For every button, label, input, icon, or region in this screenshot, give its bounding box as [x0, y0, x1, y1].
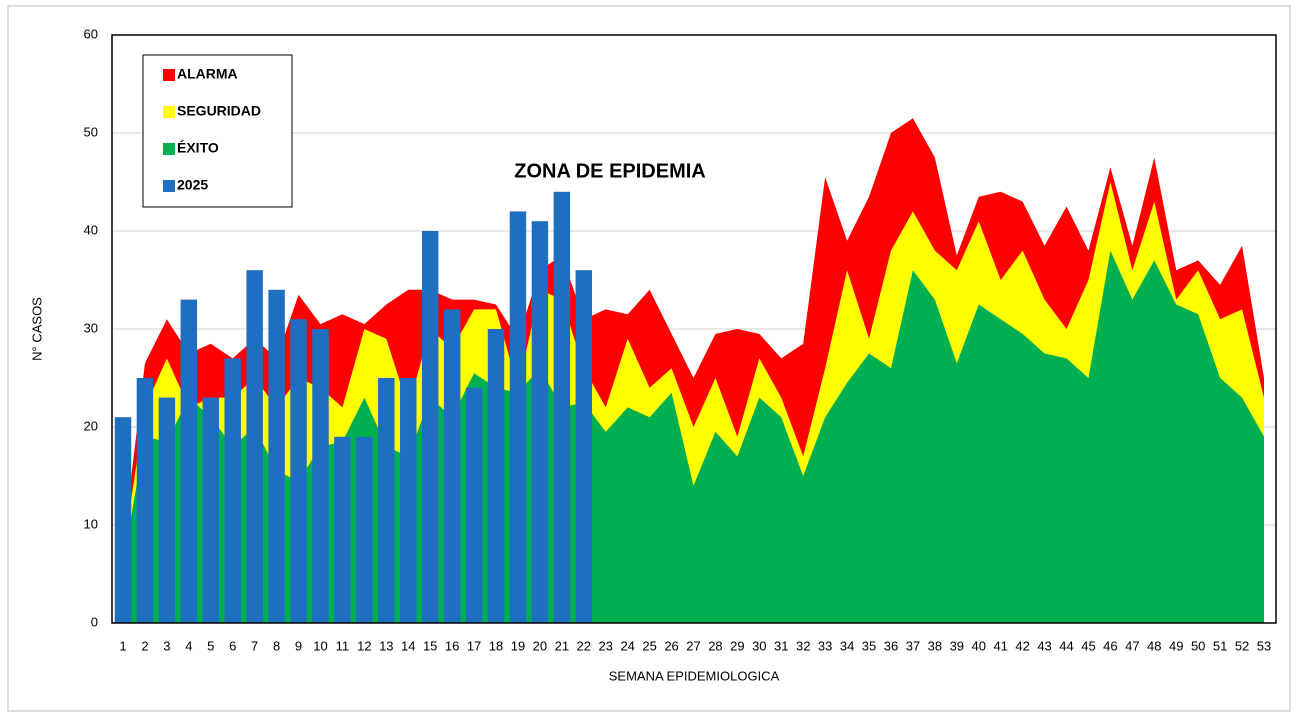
- x-tick-label: 2: [141, 638, 148, 653]
- x-tick-label: 10: [313, 638, 327, 653]
- legend-swatch: [163, 143, 175, 155]
- bar: [312, 329, 329, 623]
- legend-label: SEGURIDAD: [177, 103, 261, 119]
- y-axis-label: N° CASOS: [29, 297, 44, 361]
- bar: [202, 397, 219, 623]
- x-tick-label: 28: [708, 638, 722, 653]
- x-tick-label: 15: [423, 638, 437, 653]
- x-tick-label: 53: [1257, 638, 1271, 653]
- bar: [136, 378, 154, 623]
- x-tick-label: 42: [1015, 638, 1029, 653]
- x-tick-label: 40: [972, 638, 986, 653]
- x-tick-label: 35: [862, 638, 876, 653]
- x-tick-label: 31: [774, 638, 788, 653]
- bar: [246, 270, 263, 623]
- bar: [114, 417, 132, 623]
- bar: [531, 221, 549, 623]
- x-tick-label: 17: [467, 638, 481, 653]
- x-tick-label: 13: [379, 638, 393, 653]
- x-tick-label: 39: [950, 638, 964, 653]
- x-tick-label: 18: [489, 638, 503, 653]
- x-tick-label: 25: [642, 638, 656, 653]
- x-tick-label: 23: [598, 638, 612, 653]
- bar: [268, 289, 285, 623]
- x-tick-label: 16: [445, 638, 459, 653]
- x-tick-label: 43: [1037, 638, 1051, 653]
- bar: [378, 378, 395, 623]
- x-tick-label: 47: [1125, 638, 1139, 653]
- legend-swatch: [163, 180, 175, 192]
- y-tick-label: 50: [84, 124, 98, 139]
- x-tick-label: 1: [119, 638, 126, 653]
- x-tick-label: 37: [906, 638, 920, 653]
- x-tick-label: 4: [185, 638, 192, 653]
- x-tick-label: 7: [251, 638, 258, 653]
- x-tick-label: 49: [1169, 638, 1183, 653]
- bar: [421, 231, 439, 623]
- x-tick-label: 52: [1235, 638, 1249, 653]
- x-tick-label: 45: [1081, 638, 1095, 653]
- bar: [443, 309, 461, 623]
- legend-label: 2025: [177, 177, 208, 193]
- y-tick-label: 40: [84, 222, 98, 237]
- x-tick-label: 14: [401, 638, 415, 653]
- x-tick-label: 12: [357, 638, 371, 653]
- x-tick-label: 36: [884, 638, 898, 653]
- bar: [400, 378, 417, 623]
- legend-swatch: [163, 69, 175, 81]
- legend-label: ÉXITO: [177, 140, 219, 156]
- bar: [158, 397, 176, 623]
- bar: [465, 387, 483, 623]
- x-tick-label: 22: [577, 638, 591, 653]
- x-tick-label: 19: [511, 638, 525, 653]
- x-axis-label: SEMANA EPIDEMIOLOGICA: [609, 668, 780, 683]
- x-tick-label: 27: [686, 638, 700, 653]
- legend-swatch: [163, 106, 175, 118]
- x-tick-label: 8: [273, 638, 280, 653]
- y-tick-label: 20: [84, 418, 98, 433]
- x-tick-label: 38: [928, 638, 942, 653]
- bar: [224, 358, 241, 623]
- y-tick-label: 30: [84, 320, 98, 335]
- x-tick-label: 24: [620, 638, 634, 653]
- plot-border: [111, 34, 1277, 624]
- bar: [356, 436, 373, 623]
- bar: [487, 329, 505, 623]
- x-tick-label: 5: [207, 638, 214, 653]
- x-tick-label: 26: [664, 638, 678, 653]
- x-tick-label: 11: [336, 638, 350, 653]
- x-tick-label: 48: [1147, 638, 1161, 653]
- bar: [334, 436, 351, 623]
- bar: [553, 191, 571, 624]
- x-tick-label: 46: [1103, 638, 1117, 653]
- x-tick-label: 30: [752, 638, 766, 653]
- y-tick-label: 60: [84, 26, 98, 41]
- x-tick-label: 9: [295, 638, 302, 653]
- x-tick-label: 44: [1059, 638, 1073, 653]
- x-tick-label: 33: [818, 638, 832, 653]
- legend-label: ALARMA: [177, 66, 238, 82]
- x-tick-label: 6: [229, 638, 236, 653]
- x-tick-label: 34: [840, 638, 854, 653]
- annotation: ZONA DE EPIDEMIA: [514, 160, 706, 182]
- x-tick-label: 32: [796, 638, 810, 653]
- x-tick-label: 20: [533, 638, 547, 653]
- x-tick-label: 51: [1213, 638, 1227, 653]
- x-tick-label: 50: [1191, 638, 1205, 653]
- frame: [7, 5, 1291, 712]
- y-tick-label: 10: [84, 516, 98, 531]
- x-tick-label: 21: [555, 638, 569, 653]
- x-tick-label: 41: [993, 638, 1007, 653]
- bar: [509, 211, 527, 623]
- x-tick-label: 3: [163, 638, 170, 653]
- bar: [575, 270, 593, 623]
- bar: [180, 299, 198, 623]
- y-tick-label: 0: [91, 614, 98, 629]
- x-tick-label: 29: [730, 638, 744, 653]
- bar: [290, 319, 307, 623]
